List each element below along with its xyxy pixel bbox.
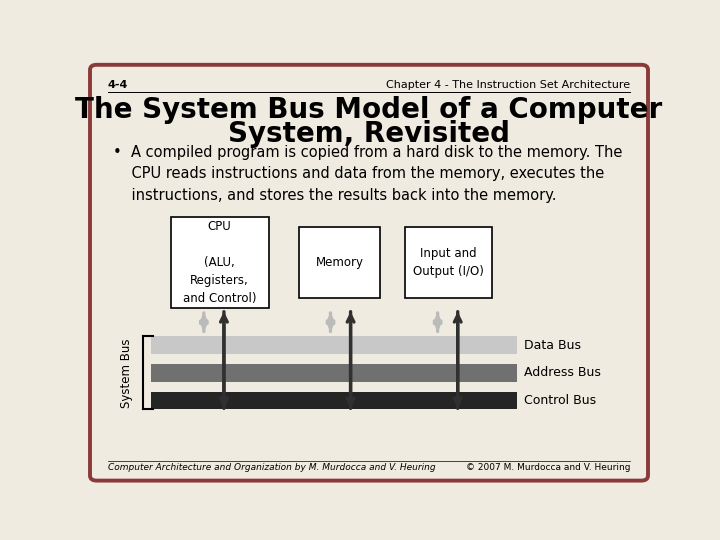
Bar (300, 227, 380, 298)
Text: Control Bus: Control Bus (523, 394, 595, 407)
Text: CPU

(ALU,
Registers,
and Control): CPU (ALU, Registers, and Control) (183, 220, 256, 305)
Text: © 2007 M. Murdocca and V. Heuring: © 2007 M. Murdocca and V. Heuring (466, 463, 630, 472)
Bar (171, 217, 269, 308)
Text: System Bus: System Bus (120, 338, 132, 408)
Text: Input and
Output (I/O): Input and Output (I/O) (413, 247, 484, 278)
Text: 4-4: 4-4 (108, 80, 128, 90)
Text: Chapter 4 - The Instruction Set Architecture: Chapter 4 - The Instruction Set Architec… (386, 80, 630, 90)
Text: Data Bus: Data Bus (523, 339, 580, 352)
Bar (405, 227, 492, 298)
Text: CPU reads instructions and data from the memory, executes the: CPU reads instructions and data from the… (114, 166, 605, 181)
Bar (151, 364, 517, 382)
Text: Address Bus: Address Bus (523, 367, 600, 380)
Bar (151, 392, 517, 409)
Text: System, Revisited: System, Revisited (228, 120, 510, 147)
Text: Computer Architecture and Organization by M. Murdocca and V. Heuring: Computer Architecture and Organization b… (108, 463, 436, 472)
FancyBboxPatch shape (90, 65, 648, 481)
Text: •  A compiled program is copied from a hard disk to the memory. The: • A compiled program is copied from a ha… (114, 145, 623, 160)
Text: Memory: Memory (315, 256, 364, 269)
Text: The System Bus Model of a Computer: The System Bus Model of a Computer (76, 96, 662, 124)
Bar (151, 336, 517, 354)
Text: instructions, and stores the results back into the memory.: instructions, and stores the results bac… (114, 188, 557, 203)
